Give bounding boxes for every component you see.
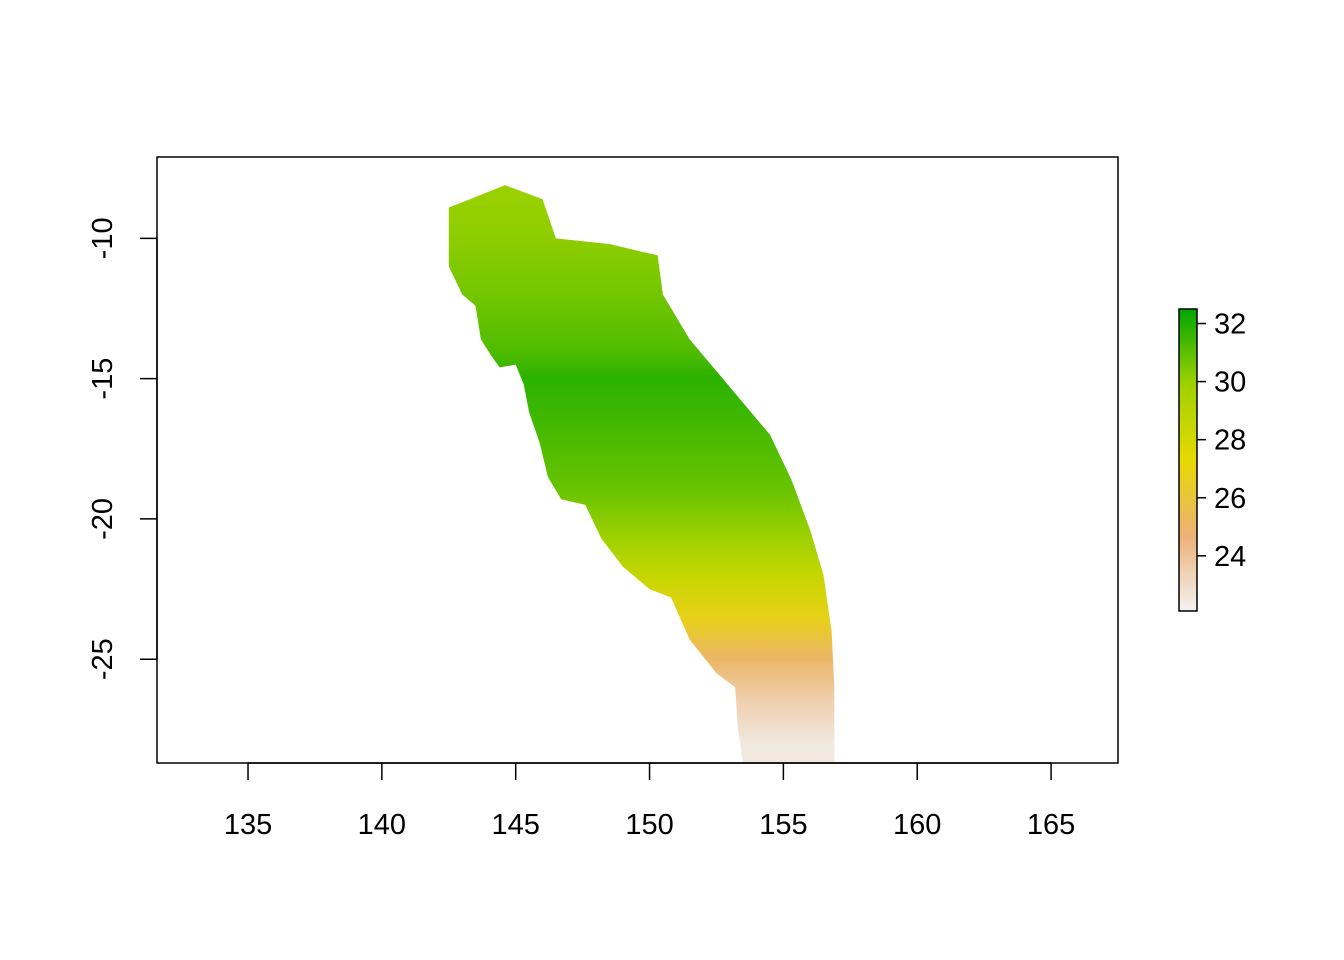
legend-tick-label: 24 — [1214, 541, 1246, 573]
y-axis: -10 -15 -20 -25 — [87, 217, 158, 680]
x-axis: 135 140 145 150 155 160 165 — [224, 762, 1075, 841]
legend-tick-label: 28 — [1214, 425, 1246, 457]
x-tick-label: 135 — [224, 809, 272, 841]
y-tick-label: -15 — [87, 358, 119, 400]
y-tick-label: -25 — [87, 638, 119, 680]
color-legend: 24 26 28 30 32 — [1178, 308, 1246, 612]
x-tick-label: 150 — [625, 809, 673, 841]
legend-tick-label: 32 — [1214, 309, 1246, 341]
x-tick-label: 160 — [893, 809, 941, 841]
temperature-field — [448, 185, 835, 763]
legend-tick-label: 26 — [1214, 483, 1246, 515]
x-tick-label: 155 — [759, 809, 807, 841]
y-tick-label: -20 — [87, 498, 119, 540]
x-tick-label: 140 — [358, 809, 406, 841]
x-tick-label: 145 — [492, 809, 540, 841]
raster-layer — [448, 185, 835, 763]
legend-tick-label: 30 — [1214, 367, 1246, 399]
x-tick-label: 165 — [1027, 809, 1075, 841]
legend-colorbar — [1178, 308, 1198, 612]
y-tick-label: -10 — [87, 217, 119, 259]
